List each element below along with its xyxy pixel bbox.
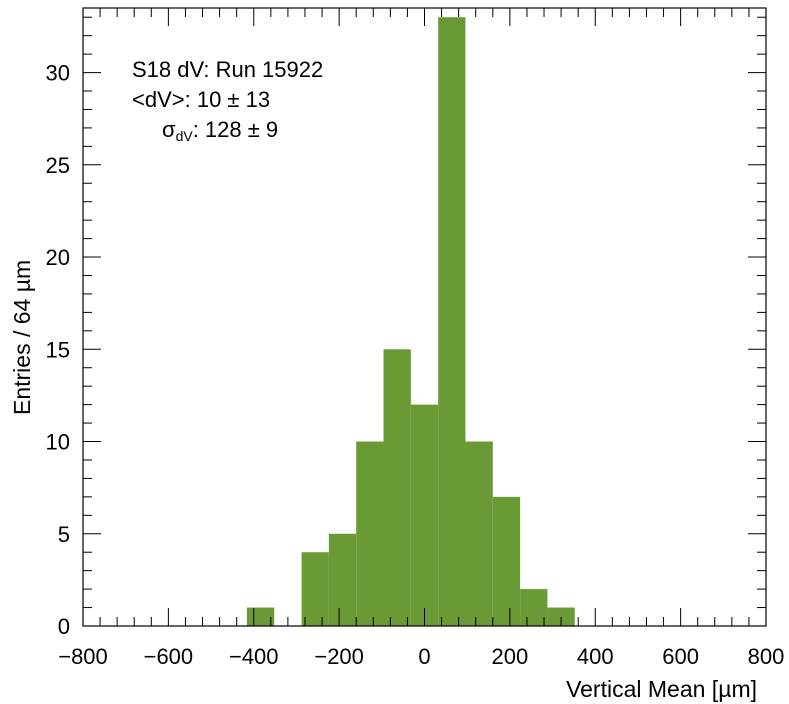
- sigma-symbol: σ: [162, 117, 176, 142]
- x-tick-label: 600: [662, 644, 699, 669]
- histogram-bar-9: [520, 589, 548, 626]
- x-tick-label: 800: [748, 644, 785, 669]
- y-tick-label: 15: [46, 337, 70, 362]
- y-tick-label: 5: [58, 522, 70, 547]
- annotation-run: S18 dV: Run 15922: [132, 57, 324, 82]
- x-tick-label: 400: [577, 644, 614, 669]
- y-tick-label: 20: [46, 245, 70, 270]
- histogram-bar-8: [492, 496, 521, 626]
- histogram-bar-7: [465, 441, 493, 626]
- histogram-bar-0: [246, 607, 275, 626]
- x-tick-label: −800: [58, 644, 108, 669]
- y-tick-label: 30: [46, 61, 70, 86]
- x-tick-label: −600: [144, 644, 194, 669]
- x-axis-label: Vertical Mean [µm]: [566, 676, 757, 702]
- annotation-sigma: σdV: 128 ± 9: [162, 117, 278, 144]
- histogram-bar-5: [410, 404, 439, 626]
- x-tick-label: −200: [314, 644, 364, 669]
- y-tick-label: 25: [46, 153, 70, 178]
- y-axis-label: Entries / 64 µm: [9, 260, 35, 415]
- histogram-bar-4: [383, 349, 411, 626]
- y-tick-label: 10: [46, 430, 70, 455]
- histogram-bars: [246, 17, 575, 627]
- histogram-bar-1: [301, 552, 329, 626]
- axes: −800 −600 −400 −200 0 200 400 600 800 0 5 10 15 20 25 3…: [46, 7, 785, 669]
- sigma-subscript: dV: [175, 128, 193, 144]
- y-tick-label: 0: [58, 614, 70, 639]
- histogram-bar-6: [438, 17, 466, 627]
- x-tick-label: 200: [492, 644, 529, 669]
- histogram-bar-3: [356, 441, 384, 626]
- annotation-mean: <dV>: 10 ± 13: [132, 87, 271, 112]
- histogram-bar-10: [547, 607, 575, 626]
- histogram-bar-2: [328, 533, 357, 626]
- x-tick-label: 0: [418, 644, 430, 669]
- sigma-value: : 128 ± 9: [192, 117, 279, 142]
- x-tick-label: −400: [229, 644, 279, 669]
